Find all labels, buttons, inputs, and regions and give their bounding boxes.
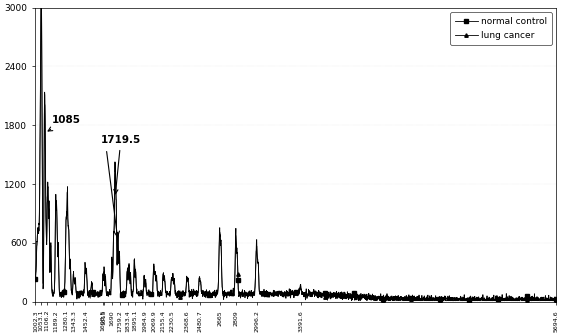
lung cancer [59,292,66,296]
Text: 1085: 1085 [48,115,81,131]
normal control [443,299,449,303]
normal control [59,291,66,295]
lung cancer [32,276,39,280]
Line: lung cancer: lung cancer [34,0,558,302]
Legend: normal control, lung cancer: normal control, lung cancer [450,12,552,45]
normal control [285,291,292,295]
lung cancer [285,290,292,294]
normal control [538,297,545,301]
lung cancer [538,296,545,300]
normal control [553,295,560,299]
normal control [272,293,279,297]
lung cancer [538,299,545,303]
lung cancer [443,297,449,301]
lung cancer [348,299,355,303]
lung cancer [272,291,279,295]
normal control [355,299,362,303]
normal control [32,277,39,281]
normal control [538,296,545,300]
lung cancer [553,299,560,303]
Line: normal control: normal control [34,0,558,302]
Text: 1719.5: 1719.5 [101,135,141,194]
